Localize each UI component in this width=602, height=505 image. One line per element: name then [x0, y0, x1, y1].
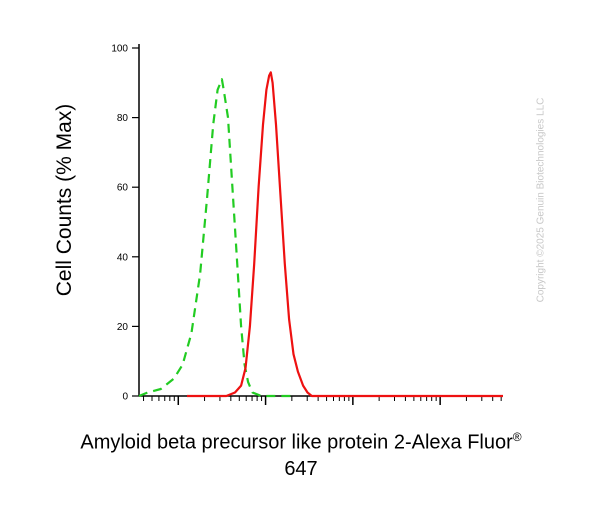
copyright-watermark: Copyright ©2025 Genuin Biotechnologies L… [535, 97, 547, 303]
x-axis-label: Amyloid beta precursor like protein 2-Al… [80, 431, 513, 454]
axes [138, 44, 503, 397]
registered-mark: ® [512, 430, 522, 444]
copyright-watermark-box: Copyright ©2025 Genuin Biotechnologies L… [521, 60, 561, 340]
y-axis-label-box: Cell Counts (% Max) [40, 60, 90, 340]
y-tick-label: 20 [117, 322, 129, 333]
dashed-histogram-curve [138, 78, 292, 398]
x-axis-label-line2: 647 [284, 457, 318, 480]
x-axis-label-box: Amyloid beta precursor like protein 2-Al… [0, 424, 602, 482]
y-tick-label: 80 [117, 113, 129, 124]
x-ticks [143, 396, 502, 405]
y-axis-label: Cell Counts (% Max) [53, 103, 76, 297]
solid-histogram-curve [187, 71, 503, 398]
y-tick-label: 40 [117, 252, 129, 263]
y-tick-label: 0 [122, 392, 128, 403]
y-tick-label: 100 [111, 44, 128, 55]
series-group [138, 71, 503, 398]
y-ticks: 0 20 40 60 80 100 [111, 44, 139, 403]
y-tick-label: 60 [117, 183, 129, 194]
